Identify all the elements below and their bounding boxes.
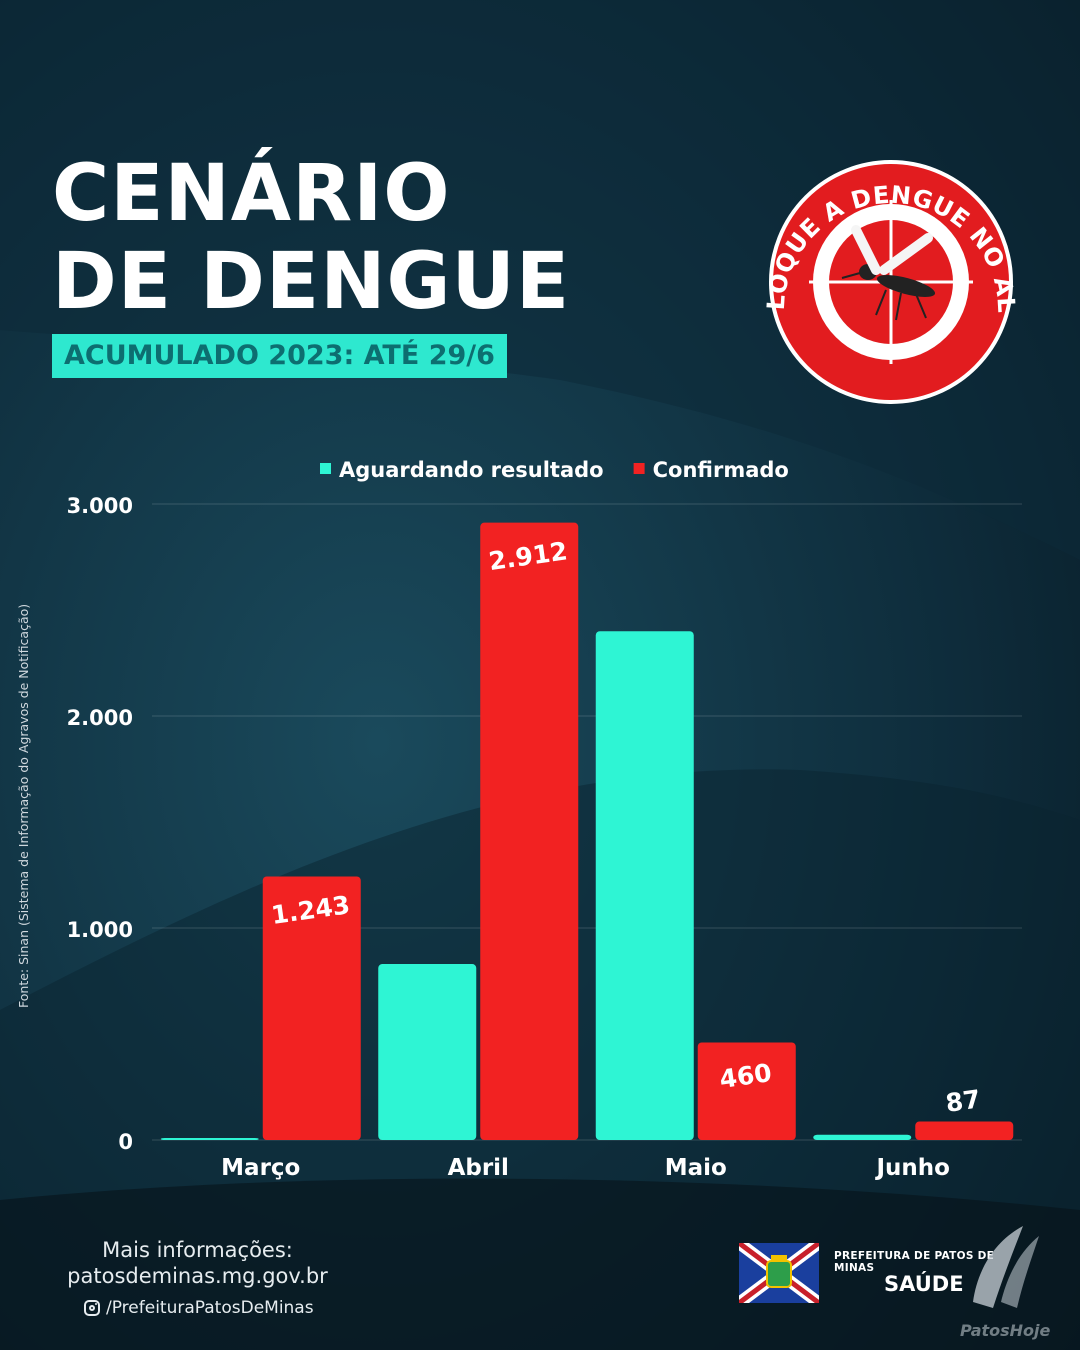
instagram-icon: [84, 1300, 100, 1316]
legend-swatch-1: [633, 463, 645, 474]
saude-label: SAÚDE: [884, 1272, 964, 1296]
instagram-handle: /PrefeituraPatosDeMinas: [106, 1298, 314, 1318]
more-info-label: Mais informações:: [102, 1238, 293, 1262]
more-info: Mais informações: patosdeminas.mg.gov.br: [60, 1237, 335, 1289]
bar-confirmado: [262, 876, 361, 1140]
bar-confirmado: [480, 522, 579, 1140]
bar-aguardando: [160, 1138, 259, 1140]
wing-icon: [973, 1226, 1039, 1308]
title-line-2: DE DENGUE: [52, 237, 571, 327]
source-note: Fonte: Sinan (Sistema de Informação do A…: [16, 603, 31, 1008]
prefeitura-label: PREFEITURA DE PATOS DE MINAS: [834, 1250, 995, 1274]
title-line-1: CENÁRIO: [52, 149, 451, 239]
bar-confirmado: [915, 1121, 1014, 1140]
legend-label-1: Confirmado: [653, 458, 789, 482]
campaign-logo: COLOQUE A DENGUE NO ALVO: [756, 160, 1020, 404]
page-title: CENÁRIO DE DENGUE: [52, 150, 570, 326]
legend-swatch-0: [320, 463, 331, 474]
data-label: 460: [718, 1058, 774, 1094]
subtitle-badge: ACUMULADO 2023: ATÉ 29/6: [52, 334, 507, 378]
bar-aguardando: [378, 964, 477, 1140]
data-label: 87: [944, 1084, 982, 1118]
y-tick-label: 2.000: [67, 706, 133, 730]
x-tick-label: Abril: [448, 1155, 509, 1181]
x-tick-label: Junho: [875, 1155, 950, 1181]
y-tick-label: 0: [118, 1130, 133, 1154]
watermark: PatosHoje: [960, 1321, 1051, 1340]
mosquito-icon: [841, 225, 936, 321]
bar-chart: 0 1.000 2.000 3.000 Aguardando resultado Conf…: [67, 458, 1022, 1181]
x-tick-label: Maio: [665, 1155, 727, 1181]
y-tick-label: 1.000: [67, 918, 133, 942]
city-flag-icon: [739, 1243, 819, 1303]
bar-aguardando: [595, 631, 694, 1140]
bar-confirmado: [697, 1042, 796, 1140]
x-tick-label: Março: [221, 1155, 300, 1181]
website-link[interactable]: patosdeminas.mg.gov.br: [67, 1264, 328, 1288]
instagram-link[interactable]: /PrefeituraPatosDeMinas: [84, 1296, 314, 1320]
y-tick-label: 3.000: [67, 494, 133, 518]
legend-label-0: Aguardando resultado: [339, 458, 604, 482]
bar-aguardando: [813, 1134, 912, 1140]
